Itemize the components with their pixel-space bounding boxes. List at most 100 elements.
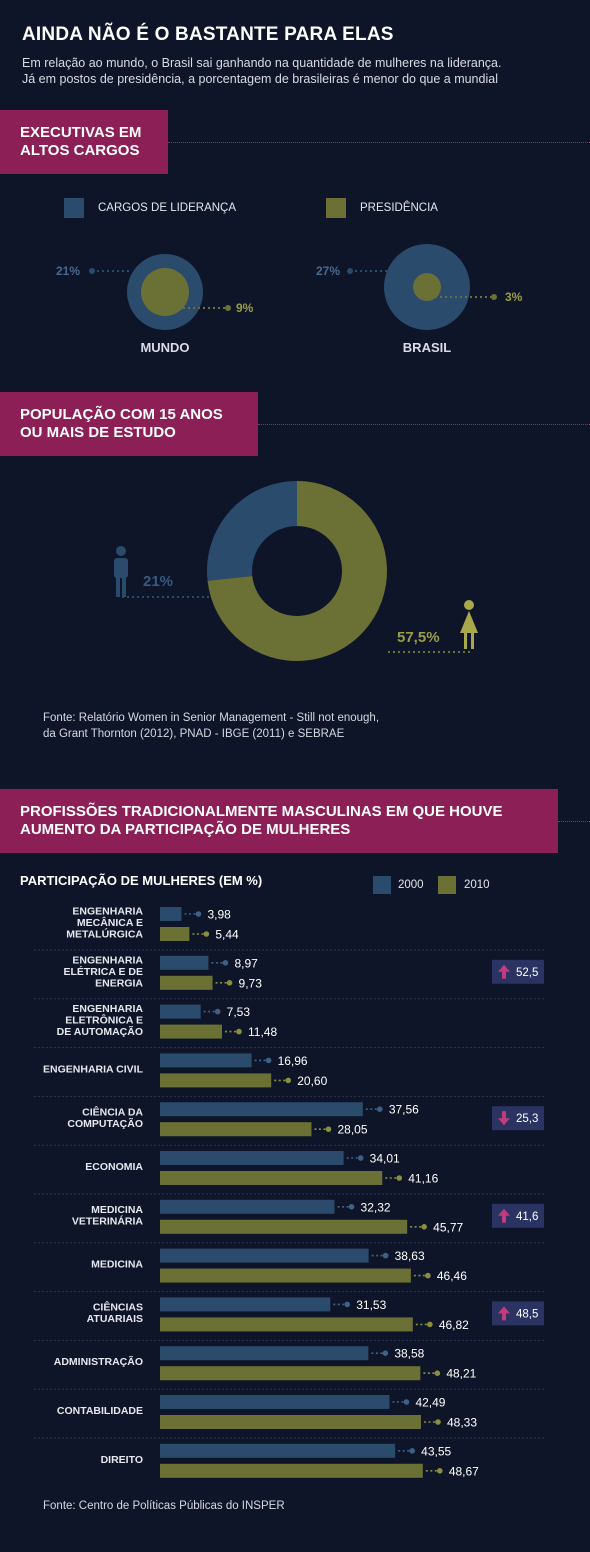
category-label: ENERGIA xyxy=(95,977,143,989)
change-badge xyxy=(492,1203,544,1228)
bar-2010-dot xyxy=(434,1370,441,1376)
bar-2010 xyxy=(160,975,213,990)
bar-2010-dot xyxy=(325,1126,332,1132)
bar-2010 xyxy=(160,1219,408,1234)
bar-2010-dot xyxy=(203,931,210,937)
brasil-presidency-dot xyxy=(491,294,497,300)
category-label: ADMINISTRAÇÃO xyxy=(54,1355,143,1368)
change-badge-value: 41,6 xyxy=(516,1211,538,1223)
change-badge-value: 48,5 xyxy=(516,1308,538,1320)
bar-2010-value-label: 48,21 xyxy=(446,1367,476,1381)
category-label: ELÉTRICA E DE xyxy=(63,965,143,978)
category-label: MECÂNICA E xyxy=(77,916,143,929)
bar-2000 xyxy=(160,1443,396,1458)
bar-2000-value-label: 38,63 xyxy=(395,1249,425,1263)
bar-2010 xyxy=(160,1024,222,1039)
bar-2000 xyxy=(160,1395,390,1409)
brasil-presidency-circle xyxy=(413,273,441,301)
bar-2010-value-label: 28,05 xyxy=(337,1123,367,1137)
page-subtitle: Em relação ao mundo, o Brasil sai ganhan… xyxy=(22,55,501,87)
bar-2010-value-label: 46,82 xyxy=(439,1318,469,1332)
banner-divider xyxy=(258,424,590,425)
subtitle-line-2: Já em postos de presidência, a porcentag… xyxy=(22,72,498,86)
bar-2000-dot xyxy=(382,1252,389,1259)
bar-2010-value-label: 45,77 xyxy=(433,1220,463,1234)
bar-2000-value-label: 38,58 xyxy=(394,1347,424,1361)
banner-divider xyxy=(168,142,590,143)
banner-line-1: EXECUTIVAS EM xyxy=(20,124,142,141)
bar-2000-dot xyxy=(409,1448,415,1454)
bar-2010 xyxy=(160,1268,411,1283)
bar-2010-value-label: 20,60 xyxy=(297,1074,327,1088)
subtitle-line-1: Em relação ao mundo, o Brasil sai ganhan… xyxy=(22,56,502,70)
category-label: MEDICINA xyxy=(91,1204,143,1216)
bar-2000 xyxy=(160,1151,344,1165)
mundo-presidency-dot xyxy=(225,305,231,311)
women-percentage-label: 57,5% xyxy=(397,629,440,646)
bar-2010-dot xyxy=(421,1224,427,1230)
bar-2010-dot xyxy=(435,1419,441,1425)
legend-swatch-2000 xyxy=(373,876,391,894)
mundo-leadership-label: 21% xyxy=(56,264,81,278)
brasil-leadership-dot xyxy=(347,268,353,274)
bar-2010 xyxy=(160,1073,272,1088)
bar-2000-dot xyxy=(403,1399,410,1405)
arrow-down-icon xyxy=(498,1111,510,1126)
bar-2000-value-label: 34,01 xyxy=(370,1152,400,1166)
education-donut-chart xyxy=(114,481,478,661)
bar-2000 xyxy=(160,1248,369,1263)
bar-2010-value-label: 48,33 xyxy=(447,1416,477,1430)
professions-source: Fonte: Centro de Políticas Públicas do I… xyxy=(43,1500,285,1512)
mundo-leadership-dot xyxy=(89,268,95,274)
bar-2000-value-label: 43,55 xyxy=(421,1444,451,1458)
bar-2010 xyxy=(160,1122,312,1137)
bar-2000 xyxy=(160,1346,369,1361)
bar-2010 xyxy=(160,1366,421,1381)
bar-2010 xyxy=(160,1415,421,1429)
legend-label-2010: 2010 xyxy=(464,879,490,891)
banner-line-2: ALTOS CARGOS xyxy=(20,142,140,159)
source-line-1: Fonte: Relatório Women in Senior Managem… xyxy=(43,712,380,724)
bar-2010-dot xyxy=(285,1077,292,1084)
bar-2000 xyxy=(160,1004,201,1019)
category-label: ATUARIAIS xyxy=(87,1313,143,1325)
legend-label-2000: 2000 xyxy=(398,879,424,891)
bar-2010-dot xyxy=(425,1272,431,1279)
banner-line-2: OU MAIS DE ESTUDO xyxy=(20,424,176,441)
arrow-up-icon xyxy=(498,964,510,979)
bar-chart-title: PARTICIPAÇÃO DE MULHERES (EM %) xyxy=(20,873,263,888)
category-label: ELETRÔNICA E xyxy=(65,1014,143,1027)
bar-2000-value-label: 37,56 xyxy=(389,1103,419,1117)
mundo-presidency-circle xyxy=(141,268,189,316)
bar-2010-value-label: 41,16 xyxy=(408,1172,438,1186)
bar-2010-value-label: 48,67 xyxy=(449,1464,479,1478)
bar-2000-value-label: 42,49 xyxy=(415,1396,445,1410)
bar-2010-value-label: 9,73 xyxy=(239,976,263,990)
bar-2000-value-label: 16,96 xyxy=(278,1054,308,1068)
bar-2010 xyxy=(160,1171,383,1185)
bar-2000-dot xyxy=(265,1057,272,1064)
bar-2000-dot xyxy=(222,960,229,966)
change-badge xyxy=(492,1301,544,1326)
category-label: ECONOMIA xyxy=(85,1161,143,1173)
bar-2010-dot xyxy=(226,980,233,986)
bar-2010-value-label: 11,48 xyxy=(248,1025,277,1039)
bar-2000-value-label: 7,53 xyxy=(227,1005,251,1019)
bar-2010-dot xyxy=(396,1175,403,1181)
legend-swatch-2010 xyxy=(438,876,456,894)
section-banner-executives: EXECUTIVAS EM ALTOS CARGOS xyxy=(0,110,168,174)
bar-2010-dot xyxy=(236,1028,242,1035)
bar-2000-dot xyxy=(344,1301,351,1308)
bar-2010-value-label: 46,46 xyxy=(437,1269,467,1283)
brasil-presidency-label: 3% xyxy=(505,290,523,304)
change-badge-value: 25,3 xyxy=(516,1113,538,1125)
bar-2000-dot xyxy=(357,1155,364,1161)
category-label: DIREITO xyxy=(101,1454,143,1466)
bar-2000 xyxy=(160,955,209,970)
bar-2010-dot xyxy=(427,1321,433,1328)
mundo-presidency-label: 9% xyxy=(236,301,254,315)
category-label: CIÊNCIAS xyxy=(93,1301,143,1314)
legend-swatch-presidency xyxy=(326,198,346,218)
category-label: COMPUTAÇÃO xyxy=(67,1117,143,1130)
bar-2000-dot xyxy=(377,1106,383,1112)
